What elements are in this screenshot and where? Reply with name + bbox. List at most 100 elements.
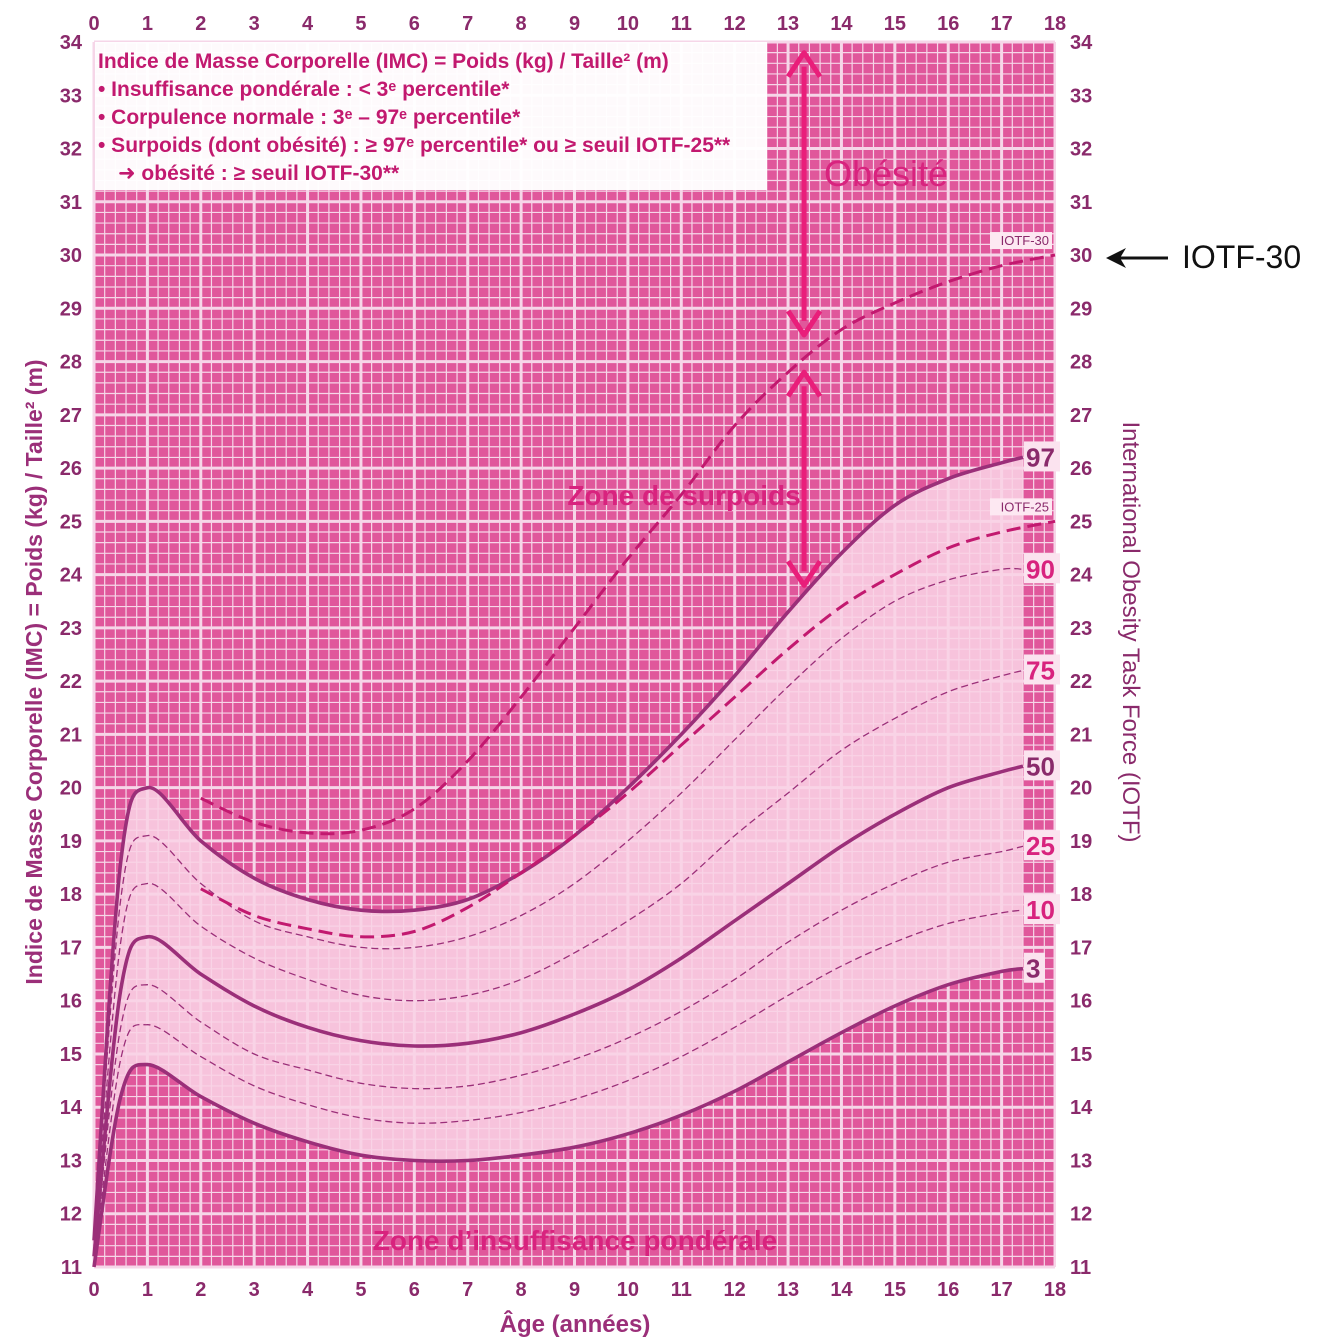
x-tick-top: 2 bbox=[195, 13, 206, 35]
y-tick-left: 19 bbox=[60, 831, 82, 853]
y-tick-right: 18 bbox=[1070, 884, 1092, 906]
zone-arrows bbox=[785, 50, 823, 588]
legend-line-3: • Corpulence normale : 3ᵉ – 97ᵉ percenti… bbox=[98, 106, 521, 129]
y-tick-left: 32 bbox=[60, 139, 82, 161]
y-tick-right: 33 bbox=[1070, 85, 1092, 107]
end-label-50: 50 bbox=[1026, 751, 1055, 781]
y2-axis-label: International Obesity Task Force (IOTF) bbox=[1117, 421, 1144, 842]
overweight-arrow-head-up bbox=[785, 369, 823, 398]
legend-line-4: • Surpoids (dont obésité) : ≥ 97ᵉ percen… bbox=[98, 134, 731, 157]
end-label-bg bbox=[1024, 654, 1060, 685]
underweight-zone-label: Zone d’insuffisance pondérale bbox=[373, 1225, 778, 1256]
series-line-50 bbox=[92, 764, 1024, 1257]
y-tick-right: 11 bbox=[1070, 1257, 1091, 1279]
y-tick-right: 29 bbox=[1070, 298, 1092, 320]
x-tick-bottom: 2 bbox=[195, 1279, 206, 1301]
y-tick-left: 23 bbox=[60, 618, 82, 640]
y-tick-right: 17 bbox=[1070, 937, 1092, 959]
y-tick-right: 12 bbox=[1070, 1204, 1092, 1226]
y-axis-label: Indice de Masse Corporelle (IMC) = Poids… bbox=[21, 359, 47, 984]
series-line-25 bbox=[93, 845, 1024, 1262]
overweight-zone-label: Zone de surpoids bbox=[567, 480, 800, 511]
y-tick-right: 28 bbox=[1070, 352, 1092, 374]
legend-line-5: ➜ obésité : ≥ seuil IOTF-30** bbox=[118, 162, 400, 185]
end-label-bg bbox=[1024, 553, 1060, 584]
x-tick-bottom: 5 bbox=[355, 1279, 366, 1301]
y-tick-right: 32 bbox=[1070, 139, 1092, 161]
end-label-10: 10 bbox=[1026, 895, 1055, 925]
x-tick-bottom: 16 bbox=[937, 1279, 959, 1301]
y-tick-right: 20 bbox=[1070, 778, 1092, 800]
curve-labels: 97 90 75 50 25 10 3 IOTF-30 IOTF-25 bbox=[990, 232, 1060, 984]
normal-band bbox=[94, 457, 1023, 1267]
y-tick-right: 14 bbox=[1070, 1097, 1093, 1119]
legend-box: Indice de Masse Corporelle (IMC) = Poids… bbox=[95, 42, 767, 190]
curve-label-bg bbox=[990, 498, 1052, 516]
x-tick-top: 5 bbox=[355, 13, 366, 35]
legend-line-1: Indice de Masse Corporelle (IMC) = Poids… bbox=[98, 50, 669, 73]
x-tick-bottom: 13 bbox=[777, 1279, 799, 1301]
end-label-90: 90 bbox=[1026, 554, 1055, 584]
end-label-97: 97 bbox=[1026, 442, 1055, 472]
curve-label-IOTF-30: IOTF-30 bbox=[1001, 233, 1049, 248]
series-line-90 bbox=[93, 567, 1024, 1246]
y-tick-left: 22 bbox=[60, 671, 82, 693]
y-tick-left: 26 bbox=[60, 458, 82, 480]
x-tick-top: 9 bbox=[569, 13, 580, 35]
end-label-bg bbox=[1024, 830, 1060, 861]
end-label-3: 3 bbox=[1026, 954, 1040, 984]
end-label-bg bbox=[1024, 952, 1045, 983]
x-tick-bottom: 1 bbox=[142, 1279, 153, 1301]
x-axis-label: Âge (années) bbox=[500, 1310, 651, 1338]
x-tick-bottom: 18 bbox=[1044, 1279, 1066, 1301]
y-tick-left: 29 bbox=[60, 298, 82, 320]
x-tick-bottom: 11 bbox=[671, 1279, 692, 1301]
end-label-bg bbox=[1024, 441, 1060, 472]
y-tick-right: 30 bbox=[1070, 245, 1092, 267]
iotf30-annotation: IOTF-30 bbox=[1106, 239, 1301, 275]
x-tick-top: 16 bbox=[937, 13, 959, 35]
x-tick-top: 10 bbox=[617, 13, 639, 35]
x-tick-bottom: 4 bbox=[302, 1279, 314, 1301]
x-tick-top: 14 bbox=[830, 13, 853, 35]
y-tick-left: 13 bbox=[60, 1150, 82, 1172]
x-tick-top: 15 bbox=[884, 13, 906, 35]
curve-label-IOTF-25: IOTF-25 bbox=[1001, 499, 1049, 514]
x-tick-top: 13 bbox=[777, 13, 799, 35]
right-axis-bg bbox=[1056, 32, 1112, 1282]
x-tick-top: 1 bbox=[142, 13, 153, 35]
series-line-IOTF-25 bbox=[200, 519, 1056, 939]
x-tick-top: 12 bbox=[724, 13, 746, 35]
series-line-IOTF-30 bbox=[200, 253, 1056, 836]
x-tick-top: 7 bbox=[462, 13, 473, 35]
series-line-10 bbox=[93, 909, 1024, 1265]
x-tick-bottom: 10 bbox=[617, 1279, 639, 1301]
x-tick-bottom: 0 bbox=[88, 1279, 99, 1301]
y-tick-left: 12 bbox=[60, 1204, 82, 1226]
percentile-curves bbox=[92, 253, 1056, 1268]
curve-label-bg bbox=[990, 232, 1052, 250]
obesity-arrow-head-up bbox=[785, 50, 823, 79]
y-tick-right: 26 bbox=[1070, 458, 1092, 480]
y-tick-right: 21 bbox=[1070, 724, 1092, 746]
y-tick-right: 31 bbox=[1070, 192, 1092, 214]
y-tick-left: 27 bbox=[60, 405, 82, 427]
x-tick-top: 18 bbox=[1044, 13, 1066, 35]
normal-band-fill bbox=[94, 457, 1023, 1267]
y-tick-left: 18 bbox=[60, 884, 82, 906]
y-tick-right: 13 bbox=[1070, 1150, 1092, 1172]
x-tick-bottom: 17 bbox=[990, 1279, 1012, 1301]
y-tick-right: 15 bbox=[1070, 1044, 1092, 1066]
y-tick-right: 25 bbox=[1070, 511, 1092, 533]
annotation-arrow-head bbox=[1106, 248, 1126, 268]
x-tick-top: 8 bbox=[516, 13, 527, 35]
end-label-bg bbox=[1024, 894, 1060, 925]
y-tick-left: 11 bbox=[61, 1257, 82, 1279]
end-label-75: 75 bbox=[1026, 655, 1055, 685]
series-line-3 bbox=[92, 966, 1024, 1268]
x-tick-top: 17 bbox=[990, 13, 1012, 35]
y-tick-right: 22 bbox=[1070, 671, 1092, 693]
x-tick-top: 6 bbox=[409, 13, 420, 35]
annotation-label: IOTF-30 bbox=[1182, 239, 1301, 275]
